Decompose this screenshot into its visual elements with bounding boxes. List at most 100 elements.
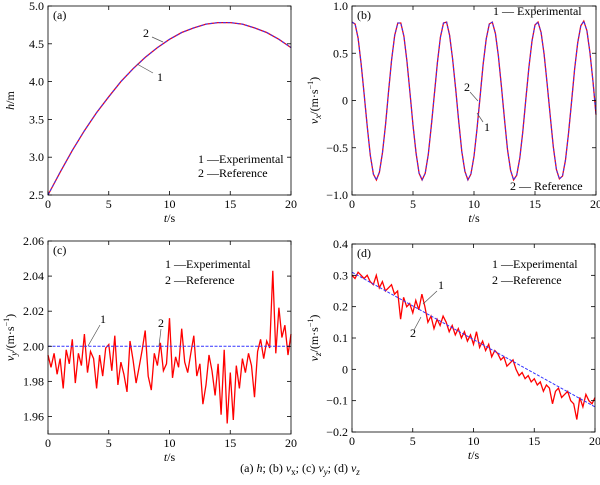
panel-label: (b)	[357, 8, 371, 22]
curve-label: 1	[438, 278, 444, 292]
y-tick-label: −0.1	[326, 394, 348, 408]
figure-caption: (a) h; (b) vx; (c) vy; (d) vz	[240, 461, 360, 477]
x-axis-unit: /s	[167, 450, 175, 464]
y-axis-sup: −1	[306, 81, 315, 90]
x-tick-label: 0	[349, 197, 355, 211]
y-axis-sub: x	[313, 115, 323, 120]
y-tick-label: 0	[342, 94, 348, 108]
y-tick-label: 0.1	[333, 331, 348, 345]
curve-label-leader	[151, 36, 164, 43]
curve-label: 2	[143, 26, 149, 40]
x-tick-label: 20	[590, 197, 600, 211]
x-tick-label: 15	[528, 434, 540, 448]
x-tick-label: 20	[589, 434, 600, 448]
y-tick-label: 3.5	[29, 112, 44, 126]
x-tick-label: 10	[468, 434, 480, 448]
y-tick-label: 1.96	[23, 409, 44, 423]
series-line-experimental	[47, 270, 292, 424]
series-line-reference	[47, 22, 292, 196]
x-axis-unit: /s	[472, 211, 480, 225]
y-axis-unit: /m	[3, 91, 17, 104]
x-tick-label: 15	[224, 436, 236, 450]
y-tick-label: 3.0	[29, 150, 44, 164]
y-axis-sup: −1	[306, 319, 315, 328]
y-axis-var: v	[3, 355, 17, 361]
legend-entry: 1 —Experimental	[492, 257, 578, 271]
y-axis-label: vx/(m·s−1)	[306, 77, 323, 124]
x-tick-label: 5	[106, 436, 112, 450]
curve-label-leader	[476, 112, 484, 123]
legend-entry: 2 —Reference	[492, 273, 562, 287]
y-tick-label: 2.04	[23, 269, 44, 283]
y-axis-close: )	[3, 314, 17, 318]
y-tick-label: 2.5	[29, 188, 44, 202]
y-axis-close: )	[307, 315, 321, 319]
x-axis-var: t	[468, 211, 472, 225]
y-tick-label: 2.02	[23, 304, 44, 318]
y-tick-label: 0.5	[333, 46, 348, 60]
panel-label: (d)	[357, 246, 371, 260]
y-axis-sup: −1	[2, 318, 11, 327]
x-axis-var: t	[164, 450, 168, 464]
x-tick-label: 10	[164, 436, 176, 450]
curve-label-leader	[87, 324, 101, 347]
x-tick-label: 20	[285, 436, 297, 450]
chart-panel-d: 0 5 10 15 20 −0.2 −0.1 0 0.1 0.2 0.3 0.4 t/s vz/(m·s−…	[306, 237, 600, 462]
x-tick-label: 15	[529, 197, 541, 211]
y-axis-var: v	[307, 355, 321, 361]
legend-entry: 2 —Reference	[165, 273, 235, 287]
y-tick-label: −0.5	[326, 141, 348, 155]
y-axis-label: vy/(m·s−1)	[2, 314, 19, 361]
x-tick-label: 5	[106, 197, 112, 211]
legend-entry: 2 — Reference	[510, 179, 583, 193]
y-axis-label: h/m	[3, 91, 17, 110]
curve-label: 2	[410, 326, 416, 340]
curve-label-leader	[158, 328, 162, 347]
legend-entry: 1 —Experimental	[165, 257, 251, 271]
y-axis-sub: z	[313, 352, 323, 357]
curve-label-leader	[422, 290, 438, 305]
curve-label: 1	[100, 312, 106, 326]
y-tick-label: 0	[342, 362, 348, 376]
y-tick-label: 4.0	[29, 75, 44, 89]
y-axis-sub: y	[9, 352, 19, 357]
x-tick-label: 5	[410, 434, 416, 448]
y-tick-label: 5.0	[29, 0, 44, 13]
panel-label: (a)	[53, 8, 66, 22]
x-axis-var: t	[164, 211, 168, 225]
y-tick-label: 0.4	[333, 237, 348, 251]
x-axis-label: t/s	[164, 450, 176, 464]
series-line-reference	[351, 271, 596, 408]
y-tick-label: 4.5	[29, 37, 44, 51]
y-axis-var: h	[3, 104, 17, 110]
x-axis-label: t/s	[468, 448, 480, 462]
x-tick-label: 20	[285, 197, 297, 211]
y-tick-label: 2.00	[23, 339, 44, 353]
curve-label: 2	[464, 80, 470, 94]
series-line-reference	[351, 19, 597, 182]
chart-panel-c: 0 5 10 15 20 1.96 1.98 2.00 2.02 2.04 2.06 t/s vy/(m…	[2, 234, 297, 464]
y-tick-label: 2.06	[23, 234, 44, 248]
x-axis-unit: /s	[167, 211, 175, 225]
y-axis-close: )	[307, 77, 321, 81]
curve-label-leader	[413, 316, 422, 331]
y-axis-unit: /(m·s	[307, 89, 321, 115]
x-tick-label: 10	[164, 197, 176, 211]
y-tick-label: 0.3	[333, 268, 348, 282]
chart-panel-a: 0 5 10 15 20 2.5 3.0 3.5 4.0 4.5 5.0 t/s h/m (a) 1 —Ex…	[3, 0, 297, 225]
x-tick-label: 0	[349, 434, 355, 448]
legend-entry: 1 —Experimental	[198, 152, 284, 166]
legend-entry: 2 —Reference	[198, 166, 268, 180]
curve-label: 1	[484, 120, 490, 134]
y-axis-label: vz/(m·s−1)	[306, 315, 323, 362]
x-axis-label: t/s	[468, 211, 480, 225]
x-axis-unit: /s	[471, 448, 479, 462]
curve-label-leader	[136, 63, 154, 74]
panel-label: (c)	[53, 243, 66, 257]
series-line-experimental	[351, 271, 596, 420]
x-axis-var: t	[468, 448, 472, 462]
curve-label: 1	[157, 70, 163, 84]
x-tick-label: 0	[45, 436, 51, 450]
x-tick-label: 5	[410, 197, 416, 211]
